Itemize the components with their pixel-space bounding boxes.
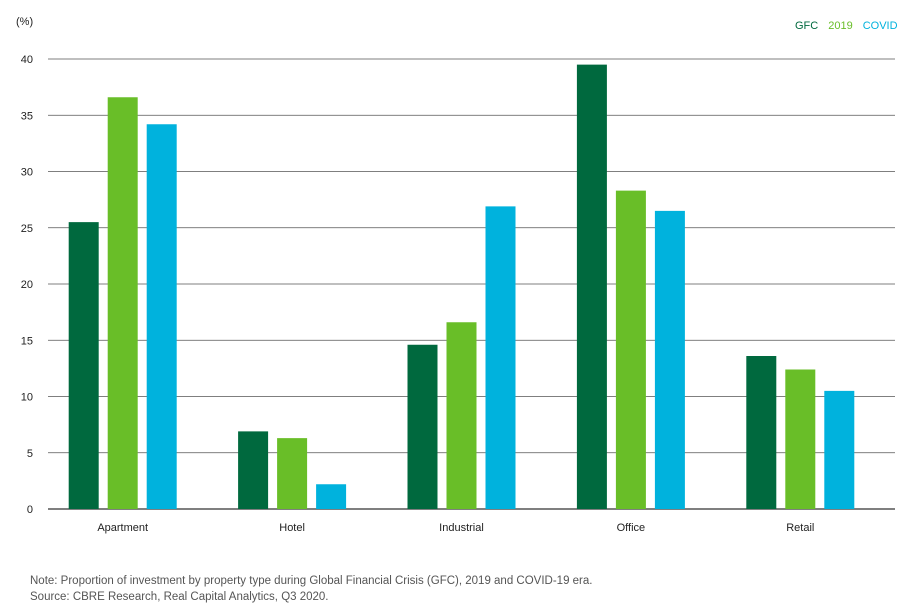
bar-2019-hotel: [277, 438, 308, 509]
y-tick-label: 40: [21, 54, 33, 66]
y-tick-label: 0: [27, 504, 33, 516]
chart-source: Source: CBRE Research, Real Capital Anal…: [30, 591, 329, 603]
legend-item-covid: COVID: [863, 20, 898, 32]
y-tick-label: 10: [21, 392, 33, 404]
y-tick-label: 25: [21, 223, 33, 235]
bar-covid-hotel: [316, 484, 347, 509]
bar-2019-industrial: [446, 322, 477, 509]
bar-2019-apartment: [107, 97, 138, 509]
bar-gfc-hotel: [238, 431, 269, 509]
x-tick-label: Industrial: [439, 522, 484, 534]
bar-gfc-office: [576, 64, 607, 509]
bar-covid-industrial: [485, 206, 516, 509]
y-axis-unit-label: (%): [16, 16, 33, 28]
y-tick-label: 15: [21, 335, 33, 347]
bar-covid-office: [654, 210, 685, 509]
y-tick-label: 5: [27, 448, 33, 460]
x-tick-label: Office: [617, 522, 646, 534]
bar-2019-retail: [785, 369, 816, 509]
bar-covid-retail: [824, 390, 855, 509]
y-tick-label: 35: [21, 110, 33, 122]
y-tick-label: 20: [21, 279, 33, 291]
x-tick-label: Retail: [786, 522, 814, 534]
y-tick-label: 30: [21, 167, 33, 179]
legend: GFC 2019 COVID: [795, 20, 898, 32]
bar-gfc-industrial: [407, 344, 438, 509]
chart-note: Note: Proportion of investment by proper…: [30, 575, 593, 587]
bar-gfc-retail: [746, 356, 777, 509]
legend-item-gfc: GFC: [795, 20, 818, 32]
bars: [68, 64, 855, 509]
bar-gfc-apartment: [68, 222, 99, 509]
legend-item-2019: 2019: [828, 20, 852, 32]
bar-2019-office: [615, 190, 646, 509]
bar-covid-apartment: [146, 124, 177, 509]
axes: (%) 0 5 10 15 20 25 30 35 40 Apartment Hotel Indust…: [16, 16, 814, 534]
x-tick-label: Apartment: [97, 522, 148, 534]
bar-chart: (%) 0 5 10 15 20 25 30 35 40 Apartment Hotel Indust…: [16, 16, 898, 534]
x-tick-label: Hotel: [279, 522, 305, 534]
